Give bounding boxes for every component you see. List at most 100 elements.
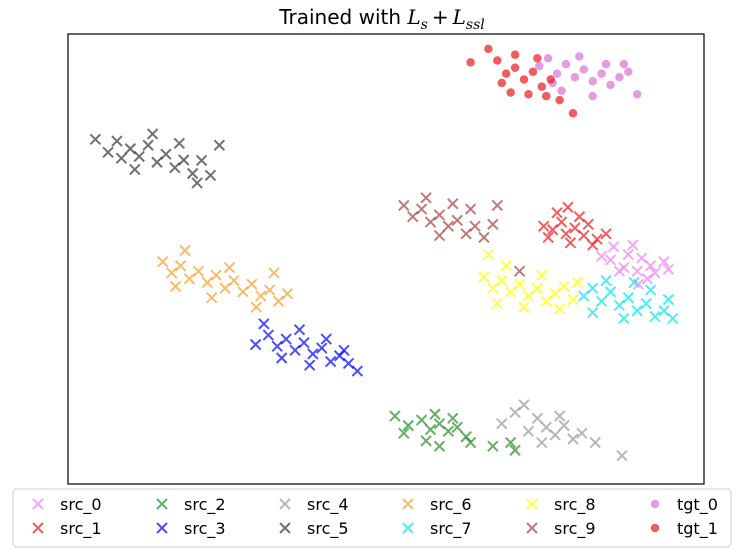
src-8-point-13 [518, 301, 530, 313]
tgt-1-point-4 [510, 63, 520, 72]
title-math-subscript-ssl: ssl [466, 17, 485, 33]
src-2-point-12 [509, 444, 521, 456]
src-6-point-2 [174, 260, 187, 272]
src-6-point-10 [246, 278, 258, 290]
src-9-point-5 [442, 220, 455, 232]
src-7-point-15 [586, 306, 599, 319]
series-src-9 [398, 192, 526, 277]
tgt-0-point-8 [606, 80, 615, 90]
tgt-1-point-1 [466, 58, 475, 67]
src-9-point-3 [424, 216, 437, 228]
legend-label-src-7: src_7 [430, 519, 472, 539]
src-0-point-11 [641, 273, 654, 285]
src-5-point-4 [133, 150, 145, 163]
src-6-point-6 [210, 269, 222, 281]
src-3-point-15 [303, 359, 316, 371]
src-2-point-1 [402, 419, 414, 432]
tgt-0-point-2 [552, 69, 562, 78]
src-2-point-13 [447, 412, 459, 425]
src-1-point-8 [600, 228, 612, 240]
src-3-point-11 [351, 365, 364, 377]
legend-label-src-5: src_5 [307, 519, 349, 539]
legend-marker-src-6 [402, 498, 414, 510]
src-3-point-2 [271, 340, 283, 353]
legend-label-src-8: src_8 [554, 495, 596, 515]
src-9-point-9 [478, 231, 490, 244]
legend-label-tgt-0: tgt_0 [677, 495, 718, 515]
src-5-point-17 [213, 139, 226, 151]
src-5-point-12 [204, 169, 217, 182]
src-9-point-2 [415, 203, 428, 215]
src-8-point-4 [513, 278, 526, 290]
src-2-point-8 [420, 435, 432, 447]
src-5-point-15 [129, 163, 141, 176]
src-3-point-12 [293, 323, 306, 336]
src-6-point-5 [201, 276, 213, 289]
src-4-point-12 [553, 410, 566, 422]
src-3-point-0 [249, 338, 262, 351]
src-0-point-6 [644, 260, 657, 272]
svg-text:Trained with Ls+Lssl: Trained with Ls + Lssl [278, 5, 485, 33]
src-8-point-2 [496, 274, 508, 287]
tgt-1-point-5 [519, 75, 529, 84]
src-5-point-13 [146, 128, 159, 140]
legend-marker-src-3 [156, 522, 168, 534]
src-3-point-5 [298, 336, 310, 349]
data-points-layer [89, 44, 679, 462]
src-0-point-0 [595, 250, 608, 263]
series-tgt-1 [466, 44, 578, 118]
src-1-point-14 [562, 201, 574, 213]
legend-item-src-7: src_7 [402, 519, 472, 539]
src-7-point-6 [631, 305, 643, 317]
src-6-point-12 [263, 284, 276, 296]
tgt-1-point-13 [510, 50, 520, 59]
src-8-point-14 [553, 303, 566, 315]
series-src-5 [89, 128, 226, 189]
src-8-point-16 [571, 276, 584, 289]
src-9-point-14 [433, 229, 446, 242]
src-9-point-10 [420, 192, 432, 204]
src-9-point-0 [398, 199, 410, 212]
src-0-point-4 [631, 265, 643, 277]
src-8-point-11 [500, 260, 512, 272]
src-5-point-10 [186, 167, 199, 180]
src-4-point-10 [616, 449, 628, 462]
legend-item-src-6: src_6 [402, 495, 472, 515]
src-5-point-11 [195, 154, 208, 167]
tgt-0-point-1 [543, 54, 553, 63]
src-2-point-10 [487, 440, 499, 452]
legend-marker-tgt-1 [650, 523, 660, 533]
src-5-point-14 [173, 137, 186, 150]
title-prefix: Trained with [278, 5, 407, 29]
tgt-0-point-16 [588, 91, 597, 101]
src-2-point-6 [451, 421, 463, 434]
legend-marker-src-8 [526, 498, 538, 510]
src-5-point-1 [102, 146, 114, 159]
src-7-point-10 [667, 312, 679, 325]
src-8-point-17 [482, 248, 495, 261]
tgt-1-point-8 [546, 75, 555, 84]
src-3-point-6 [307, 348, 319, 360]
src-6-point-18 [268, 267, 280, 279]
src-7-point-13 [618, 312, 630, 325]
tgt-1-point-14 [533, 54, 542, 63]
src-6-point-15 [223, 261, 236, 274]
tgt-0-point-12 [575, 52, 584, 61]
src-7-point-5 [622, 291, 635, 304]
src-6-point-20 [281, 287, 294, 300]
src-9-point-4 [433, 209, 446, 221]
tgt-1-point-3 [501, 69, 511, 78]
tgt-1-point-12 [568, 108, 578, 118]
src-3-point-3 [280, 333, 292, 345]
series-src-2 [389, 408, 521, 456]
legend-marker-src-2 [156, 498, 168, 510]
title-math-plus: + [432, 5, 449, 29]
src-6-point-4 [192, 265, 205, 277]
src-0-point-13 [613, 265, 626, 277]
series-src-4 [496, 399, 628, 462]
src-2-point-16 [429, 408, 441, 420]
tgt-0-point-9 [615, 72, 624, 82]
legend-label-src-6: src_6 [430, 495, 472, 515]
src-0-point-8 [658, 255, 670, 268]
src-2-point-15 [398, 427, 410, 439]
